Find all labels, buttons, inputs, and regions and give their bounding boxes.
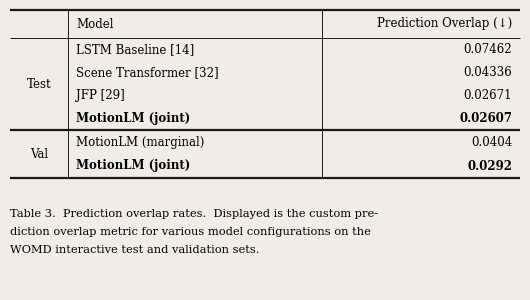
Text: Table 3.  Prediction overlap rates.  Displayed is the custom pre-: Table 3. Prediction overlap rates. Displ…	[10, 209, 378, 219]
Text: MotionLM (marginal): MotionLM (marginal)	[76, 136, 205, 148]
Text: 0.02607: 0.02607	[459, 112, 512, 125]
Text: 0.0292: 0.0292	[467, 160, 512, 172]
Text: 0.02671: 0.02671	[464, 89, 512, 102]
Text: 0.0404: 0.0404	[471, 136, 512, 148]
Text: Model: Model	[76, 17, 113, 31]
Text: diction overlap metric for various model configurations on the: diction overlap metric for various model…	[10, 227, 371, 237]
Text: JFP [29]: JFP [29]	[76, 89, 125, 102]
Text: 0.04336: 0.04336	[463, 66, 512, 79]
Text: MotionLM (joint): MotionLM (joint)	[76, 112, 190, 125]
Text: MotionLM (joint): MotionLM (joint)	[76, 160, 190, 172]
Text: 0.07462: 0.07462	[463, 43, 512, 56]
Text: LSTM Baseline [14]: LSTM Baseline [14]	[76, 43, 195, 56]
Text: Val: Val	[30, 148, 48, 160]
Text: Prediction Overlap (↓): Prediction Overlap (↓)	[377, 17, 512, 31]
Text: Test: Test	[26, 77, 51, 91]
Text: Scene Transformer [32]: Scene Transformer [32]	[76, 66, 218, 79]
Text: WOMD interactive test and validation sets.: WOMD interactive test and validation set…	[10, 245, 260, 255]
